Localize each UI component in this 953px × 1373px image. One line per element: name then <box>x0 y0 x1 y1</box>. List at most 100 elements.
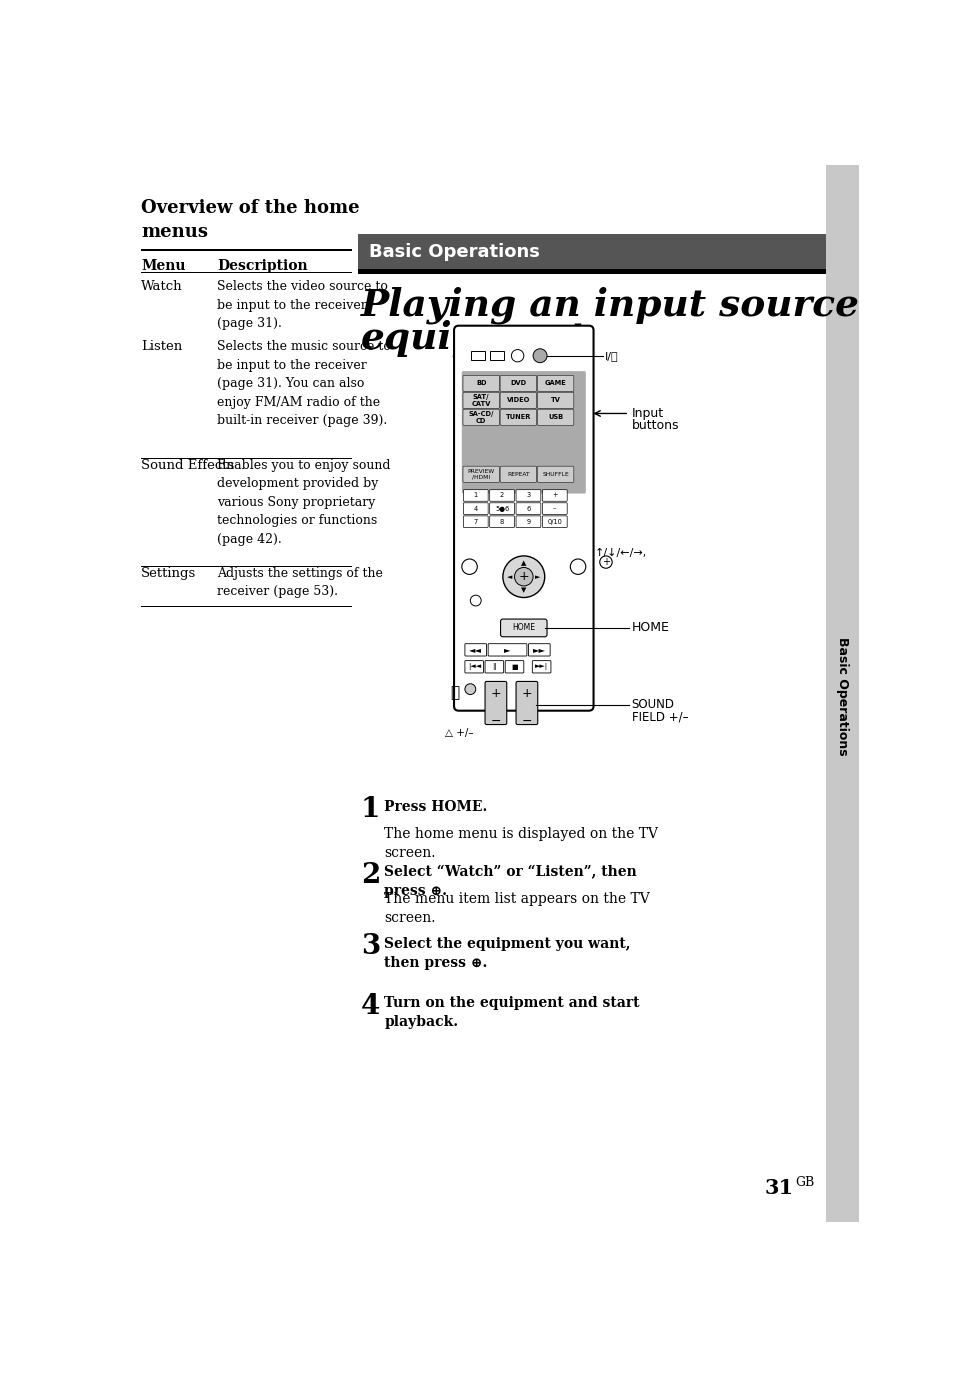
FancyBboxPatch shape <box>542 516 567 527</box>
Text: REPEAT: REPEAT <box>507 472 529 476</box>
Text: Selects the music source to
be input to the receiver
(page 31). You can also
enj: Selects the music source to be input to … <box>216 341 391 427</box>
Text: 3: 3 <box>360 934 380 960</box>
Circle shape <box>470 595 480 605</box>
FancyBboxPatch shape <box>489 516 514 527</box>
Circle shape <box>514 567 533 586</box>
FancyBboxPatch shape <box>461 371 585 493</box>
FancyBboxPatch shape <box>484 681 506 725</box>
Bar <box>141 249 352 251</box>
Text: −: − <box>490 715 500 728</box>
Text: Select “Watch” or “Listen”, then
press ⊕.: Select “Watch” or “Listen”, then press ⊕… <box>384 865 637 898</box>
Bar <box>357 233 825 269</box>
Circle shape <box>570 559 585 574</box>
FancyBboxPatch shape <box>489 490 514 501</box>
Text: +: + <box>601 557 609 567</box>
Text: Input: Input <box>631 408 663 420</box>
Circle shape <box>502 556 544 597</box>
Text: △ +/–: △ +/– <box>444 728 473 739</box>
FancyBboxPatch shape <box>499 393 536 408</box>
Text: TUNER: TUNER <box>505 415 531 420</box>
Text: |◄◄: |◄◄ <box>467 663 480 670</box>
FancyBboxPatch shape <box>528 644 550 656</box>
Text: SOUND: SOUND <box>631 699 674 711</box>
Text: TV: TV <box>550 397 560 404</box>
FancyBboxPatch shape <box>462 467 498 482</box>
Text: ◄◄: ◄◄ <box>469 645 482 655</box>
FancyBboxPatch shape <box>489 503 514 515</box>
Text: SHUFFLE: SHUFFLE <box>541 472 568 476</box>
Text: 3: 3 <box>526 493 530 498</box>
Text: 9: 9 <box>526 519 530 524</box>
FancyBboxPatch shape <box>537 409 573 426</box>
Text: −: − <box>521 715 532 728</box>
Text: SA-CD/
CD: SA-CD/ CD <box>468 411 494 423</box>
FancyBboxPatch shape <box>537 467 573 482</box>
Text: ‖: ‖ <box>492 663 496 670</box>
Text: I/⏻: I/⏻ <box>604 350 618 361</box>
FancyBboxPatch shape <box>516 503 540 515</box>
Text: Basic Operations: Basic Operations <box>835 637 848 755</box>
Text: HOME: HOME <box>512 623 535 632</box>
Text: Playing an input source: Playing an input source <box>360 287 860 324</box>
Bar <box>489 351 503 360</box>
FancyBboxPatch shape <box>462 375 498 391</box>
Text: The menu item list appears on the TV
screen.: The menu item list appears on the TV scr… <box>384 892 649 925</box>
FancyBboxPatch shape <box>462 409 498 426</box>
FancyBboxPatch shape <box>499 409 536 426</box>
Bar <box>825 165 858 1222</box>
Bar <box>471 351 484 360</box>
Circle shape <box>599 556 612 568</box>
Text: Listen: Listen <box>141 341 182 353</box>
Text: Press HOME.: Press HOME. <box>384 800 487 814</box>
Text: 2: 2 <box>360 862 380 888</box>
FancyBboxPatch shape <box>499 375 536 391</box>
Text: ►►|: ►►| <box>535 663 548 670</box>
Text: Selects the video source to
be input to the receiver
(page 31).: Selects the video source to be input to … <box>216 280 387 331</box>
Text: VIDEO: VIDEO <box>506 397 530 404</box>
FancyBboxPatch shape <box>499 467 536 482</box>
Bar <box>357 269 825 275</box>
Text: Watch: Watch <box>141 280 182 294</box>
Text: PREVIEW
/HDMI: PREVIEW /HDMI <box>467 470 495 479</box>
Text: ■: ■ <box>511 663 517 670</box>
Text: 1: 1 <box>360 796 380 824</box>
Text: equipment: equipment <box>360 320 586 357</box>
Text: 7: 7 <box>473 519 477 524</box>
FancyBboxPatch shape <box>464 644 486 656</box>
Text: GB: GB <box>794 1175 814 1189</box>
FancyBboxPatch shape <box>516 516 540 527</box>
Circle shape <box>461 559 476 574</box>
Text: Sound Effects: Sound Effects <box>141 459 233 472</box>
Text: 31: 31 <box>763 1178 793 1199</box>
FancyBboxPatch shape <box>542 503 567 515</box>
Text: Basic Operations: Basic Operations <box>369 243 539 261</box>
Text: HOME: HOME <box>631 621 669 634</box>
Text: 8: 8 <box>499 519 504 524</box>
Text: FIELD +/–: FIELD +/– <box>631 711 687 724</box>
Text: +: + <box>521 688 532 700</box>
Text: ►►: ►► <box>532 645 545 655</box>
Text: 1: 1 <box>474 493 477 498</box>
Text: Menu: Menu <box>141 258 185 273</box>
Text: 4: 4 <box>473 505 477 512</box>
Text: ►: ► <box>535 574 539 579</box>
FancyBboxPatch shape <box>463 516 488 527</box>
Text: 4: 4 <box>360 993 380 1020</box>
Text: The home menu is displayed on the TV
screen.: The home menu is displayed on the TV scr… <box>384 827 658 859</box>
FancyBboxPatch shape <box>463 503 488 515</box>
Text: Settings: Settings <box>141 567 196 579</box>
Text: ▼: ▼ <box>520 588 526 593</box>
Text: ↑/↓/←/→,: ↑/↓/←/→, <box>595 548 647 559</box>
Text: +: + <box>490 688 500 700</box>
Circle shape <box>533 349 546 362</box>
Text: Adjusts the settings of the
receiver (page 53).: Adjusts the settings of the receiver (pa… <box>216 567 382 599</box>
Text: ⨉: ⨉ <box>450 685 459 700</box>
Text: buttons: buttons <box>631 419 679 432</box>
Text: SAT/
CATV: SAT/ CATV <box>471 394 491 406</box>
FancyBboxPatch shape <box>464 660 483 673</box>
Circle shape <box>464 684 476 695</box>
Text: Select the equipment you want,
then press ⊕.: Select the equipment you want, then pres… <box>384 936 630 969</box>
FancyBboxPatch shape <box>505 660 523 673</box>
Text: –: – <box>553 505 556 512</box>
Text: ▲: ▲ <box>520 560 526 566</box>
